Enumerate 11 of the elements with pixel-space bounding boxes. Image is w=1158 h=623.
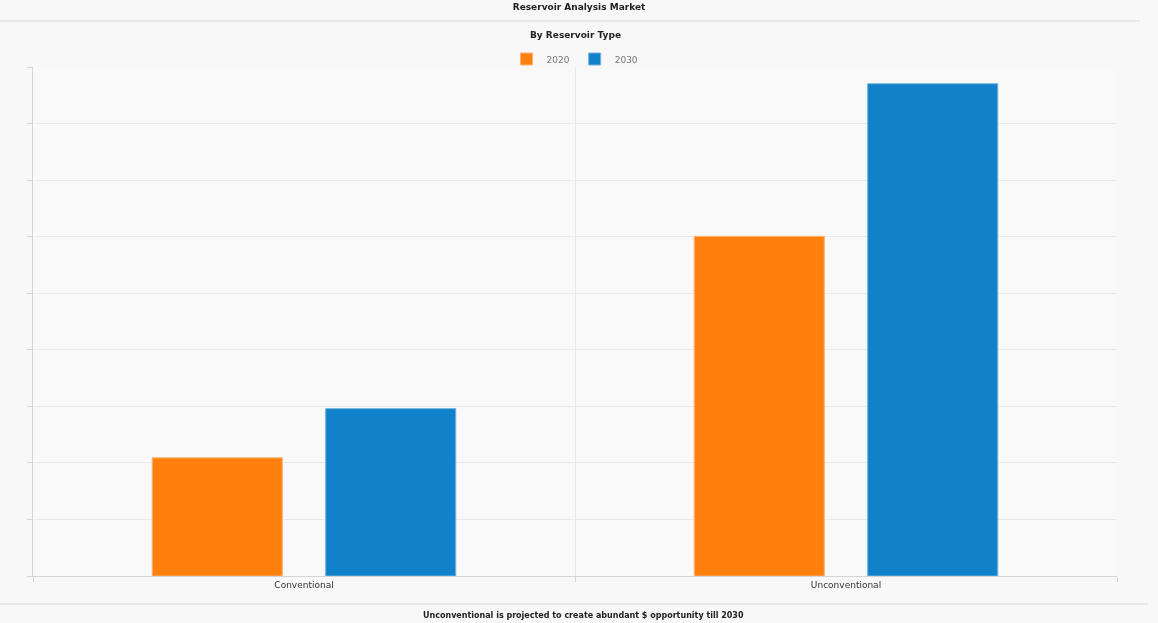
chart-subtitle: By Reservoir Type [530,30,621,40]
legend-label: 2020 [546,54,570,65]
text: Unconventional is projected to create abundant $ opportunity till 2030 [423,611,744,620]
bar [867,83,999,576]
bar [151,457,283,576]
bar [325,408,457,576]
legend-label: 2030 [614,54,638,65]
x-tick-label: Conventional [274,579,334,590]
x-tick-label: Unconventional [810,579,882,590]
bar [693,235,825,576]
chart-title: Reservoir Analysis Market [512,2,646,13]
